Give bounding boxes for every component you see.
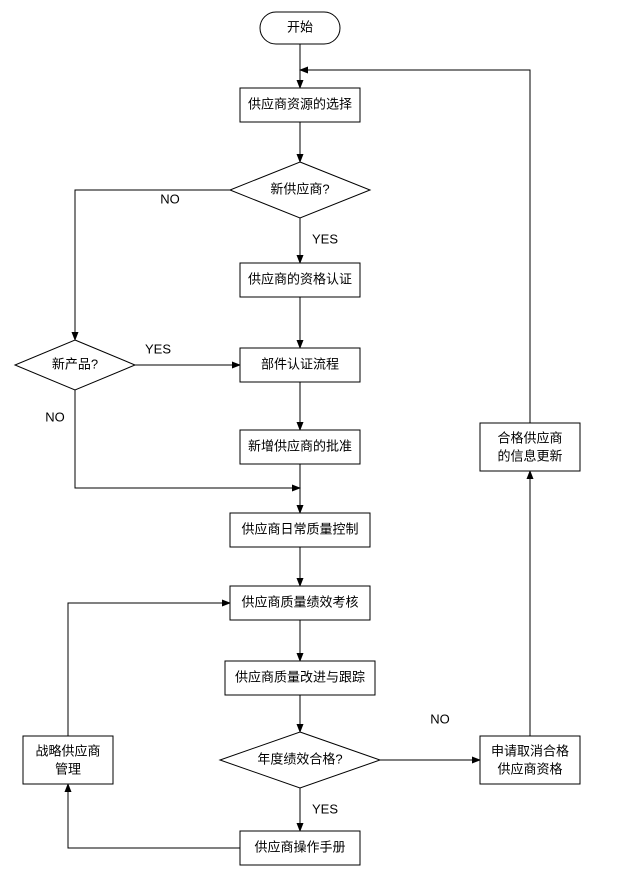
node-approve-label: 新增供应商的批准 bbox=[248, 438, 352, 453]
node-start-label: 开始 bbox=[287, 19, 313, 34]
node-update-label2: 的信息更新 bbox=[497, 448, 562, 463]
node-perf-label: 供应商质量绩效考核 bbox=[241, 594, 358, 609]
flowchart-canvas: 开始 供应商资源的选择 新供应商? 供应商的资格认证 部件认证流程 新产品? 新… bbox=[0, 0, 618, 895]
node-newproduct-label: 新产品? bbox=[52, 356, 98, 371]
node-improve-label: 供应商质量改进与跟踪 bbox=[235, 669, 365, 684]
edge-label-newsupplier-no: NO bbox=[160, 191, 180, 206]
node-cancel-label2: 供应商资格 bbox=[497, 761, 562, 776]
node-qualify-label: 供应商的资格认证 bbox=[248, 271, 352, 286]
edge-strategic-perf bbox=[68, 603, 230, 736]
node-daily-label: 供应商日常质量控制 bbox=[241, 521, 358, 536]
edge-label-annual-no: NO bbox=[430, 711, 450, 726]
node-update-label1: 合格供应商 bbox=[497, 430, 562, 445]
node-annual-label: 年度绩效合格? bbox=[257, 751, 342, 766]
node-newsupplier-label: 新供应商? bbox=[270, 181, 329, 196]
node-strategic-label2: 管理 bbox=[55, 761, 81, 776]
node-partcert-label: 部件认证流程 bbox=[261, 356, 339, 371]
edge-label-newsupplier-yes: YES bbox=[312, 231, 338, 246]
edge-label-newproduct-no: NO bbox=[45, 409, 65, 424]
node-select-label: 供应商资源的选择 bbox=[248, 96, 352, 111]
node-cancel-label1: 申请取消合格 bbox=[491, 743, 569, 758]
edge-manual-strategic bbox=[68, 784, 240, 848]
edge-label-newproduct-yes: YES bbox=[145, 341, 171, 356]
edge-newsupplier-newproduct bbox=[75, 190, 230, 340]
node-manual-label: 供应商操作手册 bbox=[254, 839, 345, 854]
edge-label-annual-yes: YES bbox=[312, 801, 338, 816]
node-strategic-label1: 战略供应商 bbox=[35, 743, 100, 758]
